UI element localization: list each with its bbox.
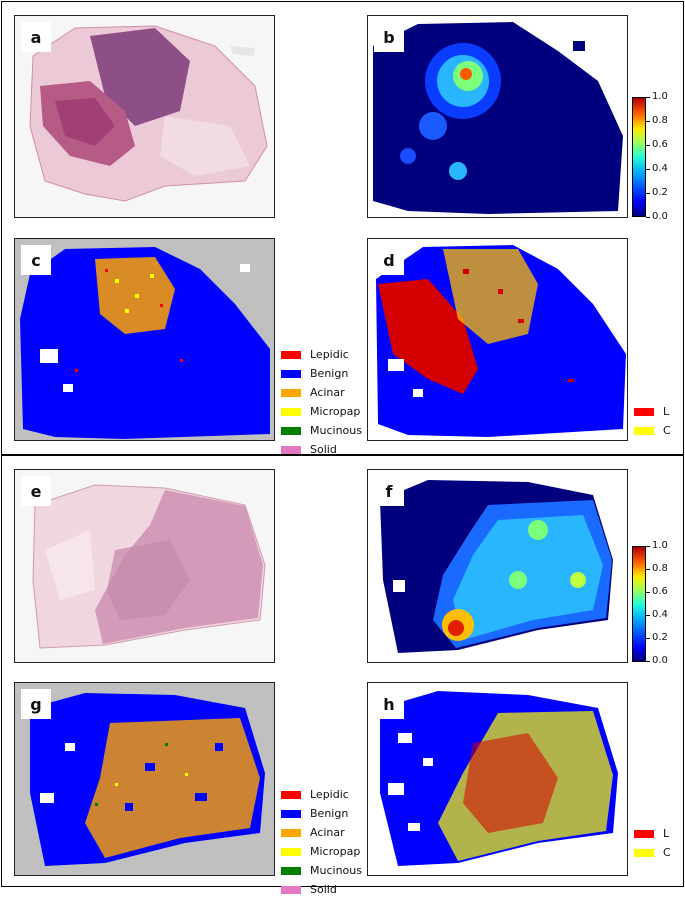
legend-item-benign-bottom: Benign (281, 804, 362, 823)
legend-item-acinar-bottom: Acinar (281, 823, 362, 842)
legend-item-micropap-bottom: Micropap (281, 842, 362, 861)
swatch-benign (281, 369, 301, 378)
legend-item-l-bottom: L (634, 824, 671, 843)
subtype-legend-top: Lepidic Benign Acinar Micropap Mucinous … (281, 345, 362, 459)
panel-label-c: c (21, 245, 51, 275)
cbar-top-tick-10: 1.0 (646, 91, 668, 102)
lc-legend-bottom: L C (634, 824, 671, 862)
tissue-image-a (29, 25, 268, 202)
swatch-acinar-bottom (281, 828, 301, 837)
panel-label-d: d (374, 245, 404, 275)
section-top (1, 1, 684, 455)
swatch-micropap (281, 407, 301, 416)
panel-f-probability-heatmap: f (367, 469, 628, 663)
subtype-map-g (30, 693, 265, 866)
colorbar-top (632, 97, 646, 217)
legend-item-l: L (634, 402, 671, 421)
cbar-top-tick-06: 0.6 (646, 139, 668, 150)
legend-item-lepidic-bottom: Lepidic (281, 785, 362, 804)
lc-legend-top: L C (634, 402, 671, 440)
cbar-top-tick-02: 0.2 (646, 187, 668, 198)
swatch-solid (281, 445, 301, 454)
heatmap-f (380, 480, 613, 653)
heatmap-b (373, 22, 623, 214)
swatch-micropap-bottom (281, 847, 301, 856)
swatch-c-bottom (634, 848, 654, 857)
cbar-top-tick-04: 0.4 (646, 163, 668, 174)
cbar-bottom-tick-04: 0.4 (646, 609, 668, 620)
panel-label-b: b (374, 22, 404, 52)
panel-label-e: e (21, 476, 51, 506)
cbar-bottom-tick-06: 0.6 (646, 586, 668, 597)
subtype-legend-bottom: Lepidic Benign Acinar Micropap Mucinous … (281, 785, 362, 899)
swatch-solid-bottom (281, 885, 301, 894)
cbar-bottom-tick-02: 0.2 (646, 632, 668, 643)
swatch-benign-bottom (281, 809, 301, 818)
swatch-mucinous-bottom (281, 866, 301, 875)
swatch-l-bottom (634, 829, 654, 838)
panel-label-g: g (21, 689, 51, 719)
swatch-l (634, 407, 654, 416)
panel-c-subtype-map: c (14, 238, 275, 441)
swatch-acinar (281, 388, 301, 397)
legend-item-solid: Solid (281, 440, 362, 459)
swatch-mucinous (281, 426, 301, 435)
legend-item-c-bottom: C (634, 843, 671, 862)
cbar-top-tick-08: 0.8 (646, 115, 668, 126)
panel-h-lc-map: h (367, 682, 628, 876)
swatch-lepidic-bottom (281, 790, 301, 799)
panel-e-histology: e (14, 469, 275, 663)
legend-item-benign: Benign (281, 364, 362, 383)
legend-item-solid-bottom: Solid (281, 880, 362, 899)
panel-label-h: h (374, 689, 404, 719)
cbar-bottom-tick-08: 0.8 (646, 563, 668, 574)
panel-a-histology: a (14, 15, 275, 218)
panel-g-subtype-map: g (14, 682, 275, 876)
legend-item-mucinous: Mucinous (281, 421, 362, 440)
cbar-bottom-tick-00: 0.0 (646, 655, 668, 666)
panel-b-probability-heatmap: b (367, 15, 628, 218)
panel-label-a: a (21, 22, 51, 52)
lc-map-h (380, 691, 618, 866)
legend-item-micropap: Micropap (281, 402, 362, 421)
legend-item-acinar: Acinar (281, 383, 362, 402)
swatch-c (634, 426, 654, 435)
cbar-bottom-tick-10: 1.0 (646, 540, 668, 551)
section-bottom (1, 455, 684, 887)
subtype-map-c (20, 247, 270, 439)
legend-item-mucinous-bottom: Mucinous (281, 861, 362, 880)
tissue-image-e (32, 484, 266, 649)
lc-map-d (376, 245, 626, 437)
colorbar-bottom (632, 546, 646, 662)
panel-label-f: f (374, 476, 404, 506)
cbar-top-tick-00: 0.0 (646, 211, 668, 222)
legend-item-c: C (634, 421, 671, 440)
legend-item-lepidic: Lepidic (281, 345, 362, 364)
panel-d-lc-map: d (367, 238, 628, 441)
swatch-lepidic (281, 350, 301, 359)
